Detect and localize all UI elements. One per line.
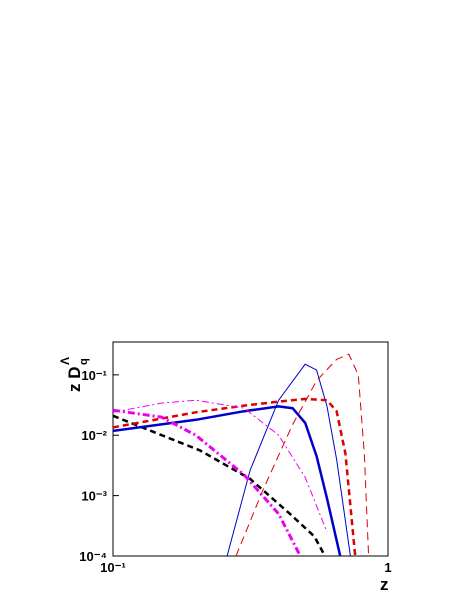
y-axis-label: z D q Λ xyxy=(58,357,90,392)
series-line xyxy=(226,363,351,556)
series-line xyxy=(113,405,342,556)
y-label-base: z D xyxy=(65,367,84,393)
y-tick-label: 10⁻³ xyxy=(81,489,107,504)
plot-frame xyxy=(112,341,389,557)
y-label-sub: q xyxy=(78,358,90,365)
y-tick-label: 10⁻² xyxy=(81,428,107,443)
x-axis-label: z xyxy=(380,575,389,594)
series-line xyxy=(113,399,328,533)
y-tick-label: 10⁻⁴ xyxy=(79,549,107,564)
x-tick-label: 1 xyxy=(384,560,391,575)
series-line xyxy=(113,397,357,556)
series-line xyxy=(113,414,327,556)
series-line xyxy=(113,408,302,556)
series-line xyxy=(235,353,370,556)
x-tick-label: 10⁻¹ xyxy=(100,560,126,575)
y-tick-label: 10⁻¹ xyxy=(81,368,107,383)
lines xyxy=(113,353,370,556)
y-label-sup: Λ xyxy=(58,357,72,365)
